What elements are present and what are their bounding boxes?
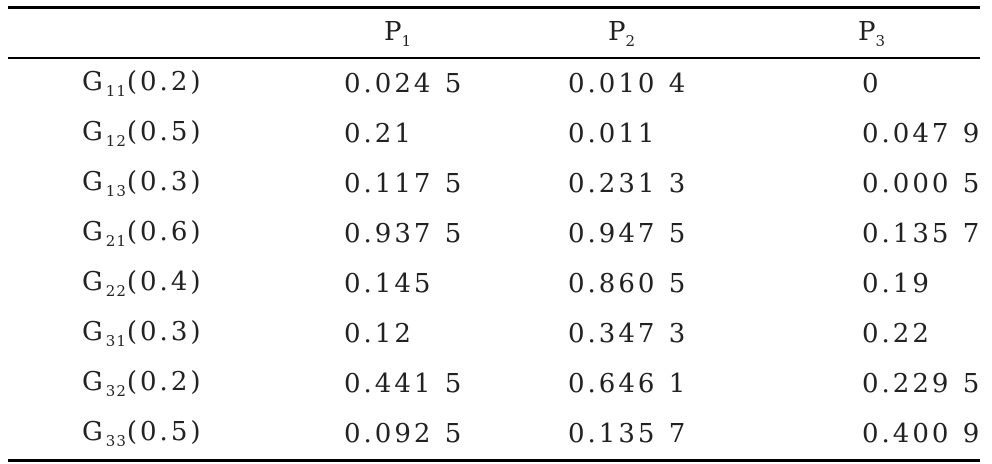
header-p3-sub: 3 [875,31,887,50]
table-row: G31(0.3) 0.12 0.347 3 0.22 [8,309,980,359]
bottom-rule [8,458,980,462]
table-row: G21(0.6) 0.937 5 0.947 5 0.135 7 [8,209,980,259]
header-empty [8,9,248,57]
cell-p1: 0.21 [344,118,414,149]
row-label: G32(0.2) [82,367,204,400]
table-row: G11(0.2) 0.024 5 0.010 4 0 [8,59,980,109]
cell-p2: 0.011 [568,118,658,149]
cell-p3: 0.229 5 [862,368,983,399]
header-p2-base: P [608,16,626,47]
cell-p2: 0.646 1 [568,368,689,399]
table-row: G22(0.4) 0.145 0.860 5 0.19 [8,259,980,309]
table-row: G33(0.5) 0.092 5 0.135 7 0.400 9 [8,409,980,459]
cell-p3: 0.135 7 [862,218,983,249]
header-p3: P3 [750,9,980,57]
cell-p2: 0.347 3 [568,318,689,349]
cell-p3: 0.19 [862,268,932,299]
cell-p2: 0.947 5 [568,218,689,249]
cell-p1: 0.145 [344,268,434,299]
cell-p3: 0.047 9 [862,118,983,149]
cell-p2: 0.135 7 [568,418,689,449]
header-p1: P1 [248,9,480,57]
data-table: P1 P2 P3 G11(0.2) 0.024 5 0.010 4 0 G12(… [8,9,980,459]
cell-p3: 0 [862,68,882,99]
row-label: G21(0.6) [82,217,204,250]
data-table-container: P1 P2 P3 G11(0.2) 0.024 5 0.010 4 0 G12(… [8,6,980,462]
cell-p1: 0.117 5 [344,168,465,199]
header-p2: P2 [480,9,750,57]
row-label: G11(0.2) [82,67,204,100]
table-row: G12(0.5) 0.21 0.011 0.047 9 [8,109,980,159]
row-label: G12(0.5) [82,117,204,150]
cell-p3: 0.22 [862,318,932,349]
header-p1-sub: 1 [401,31,413,50]
cell-p1: 0.937 5 [344,218,465,249]
table-body: G11(0.2) 0.024 5 0.010 4 0 G12(0.5) 0.21… [8,59,980,459]
header-p1-base: P [384,16,402,47]
cell-p1: 0.12 [344,318,414,349]
table-row: G32(0.2) 0.441 5 0.646 1 0.229 5 [8,359,980,409]
row-label: G13(0.3) [82,167,204,200]
row-label: G33(0.5) [82,417,204,450]
top-rule [8,6,980,9]
header-rule [8,57,980,59]
header-p3-base: P [858,16,876,47]
table-header: P1 P2 P3 [8,9,980,59]
header-p2-sub: 2 [625,31,637,50]
cell-p1: 0.024 5 [344,68,465,99]
cell-p2: 0.860 5 [568,268,689,299]
table-row: G13(0.3) 0.117 5 0.231 3 0.000 5 [8,159,980,209]
cell-p2: 0.010 4 [568,68,689,99]
cell-p1: 0.441 5 [344,368,465,399]
row-label: G22(0.4) [82,267,204,300]
cell-p3: 0.400 9 [862,418,983,449]
row-label: G31(0.3) [82,317,204,350]
cell-p2: 0.231 3 [568,168,689,199]
header-row: P1 P2 P3 [8,9,980,57]
cell-p3: 0.000 5 [862,168,983,199]
cell-p1: 0.092 5 [344,418,465,449]
